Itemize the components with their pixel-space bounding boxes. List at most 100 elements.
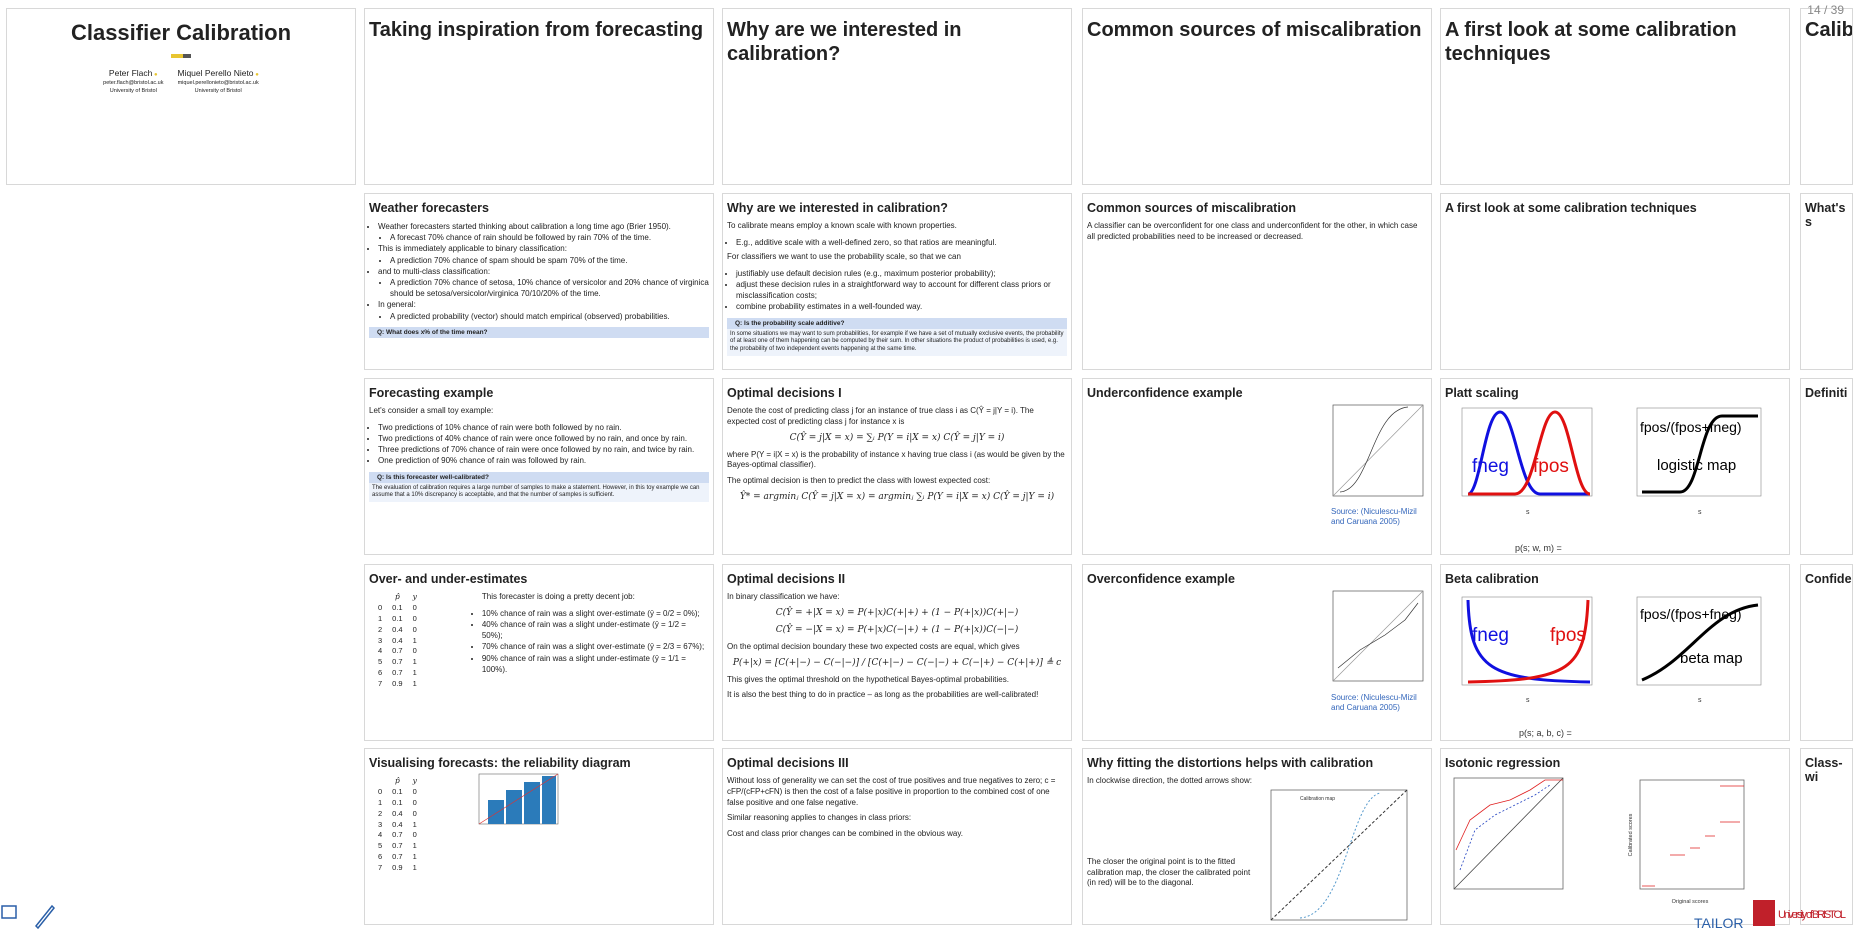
slide-thumbnail[interactable]: What's s — [1800, 193, 1853, 370]
table-row: 0 0.1 0 — [373, 787, 422, 798]
table-cell: 0.7 — [392, 830, 403, 840]
bullet-list: A predicted probability (vector) should … — [378, 311, 709, 322]
paragraph: In clockwise direction, the dotted arrow… — [1087, 776, 1252, 785]
slide-title: Isotonic regression — [1445, 756, 1561, 770]
slide-thumbnail[interactable]: Optimal decisions I Denote the cost of pr… — [722, 378, 1072, 555]
section-title: A first look at some calibration techniq… — [1445, 19, 1737, 65]
table-cell: 1 — [412, 819, 417, 829]
slide-title: Platt scaling — [1445, 386, 1519, 400]
slide-thumbnail[interactable]: Forecasting example Let's consider a smal… — [364, 378, 714, 555]
source: Source: (Niculescu-Mizil and Caruana 200… — [1331, 693, 1417, 713]
box-title: Q: What does x% of the time mean? — [369, 326, 709, 338]
slide-thumbnail[interactable]: Beta calibration — [1440, 564, 1790, 741]
author: Peter Flach peter.flach@bristol.ac.uk Univ… — [103, 68, 163, 94]
header-cell — [373, 776, 387, 787]
table-row: 6 0.7 1 — [373, 668, 422, 679]
slide-thumbnail[interactable]: Weather forecasters Weather forecasters s… — [364, 193, 714, 370]
table-cell: 1 — [412, 863, 417, 872]
paragraph: Similar reasoning applies to changes in … — [727, 813, 912, 823]
slide-thumbnail[interactable]: Platt scaling — [1440, 378, 1790, 555]
table-cell: 0 — [412, 602, 417, 612]
table-cell: 0 — [378, 786, 383, 796]
slide-thumbnail[interactable]: Overconfidence example Source: (Niculescu… — [1082, 564, 1432, 741]
table-cell: 0.9 — [392, 679, 403, 688]
box-title: Q: Is this forecaster well-calibrated? — [369, 471, 709, 483]
slide-thumbnail[interactable]: Class-wi — [1800, 748, 1853, 925]
paragraph: A classifier can be overconfident for on… — [1087, 221, 1418, 241]
bullet: One prediction of 90% chance of rain was… — [378, 455, 709, 466]
slide-thumbnail[interactable]: Isotonic regression — [1440, 748, 1790, 925]
formula: C(Ŷ = −|X = x) = P(+|x)C(−|+) + (1 − P(+… — [775, 624, 1019, 635]
table-row: 7 0.9 1 — [373, 679, 422, 690]
table-cell: 0.4 — [392, 808, 403, 818]
slide-title: What's s — [1805, 201, 1846, 229]
slide-title: Definiti — [1805, 386, 1848, 400]
table-row: 5 0.7 1 — [373, 841, 422, 852]
table-cell: 1 — [412, 657, 417, 667]
bullet-list: Weather forecasters started thinking abo… — [369, 221, 709, 322]
header-cell — [373, 592, 387, 603]
table-cell: 6 — [378, 668, 383, 678]
bullet: Two predictions of 10% chance of rain we… — [378, 422, 709, 433]
slide-thumbnail[interactable]: Optimal decisions II In binary classifica… — [722, 564, 1072, 741]
bullet: Three predictions of 70% chance of rain … — [378, 444, 709, 455]
bullet-list: 10% chance of rain was a slight over-est… — [369, 608, 709, 675]
header-cell: p̂ — [394, 776, 400, 785]
table-header: p̂ y — [373, 592, 422, 603]
table-cell: 0 — [412, 624, 417, 634]
bullet: E.g., additive scale with a well-defined… — [736, 237, 1067, 248]
paragraph: It is also the best thing to do in pract… — [727, 690, 1039, 700]
slide-thumbnail[interactable]: Why are we interested in calibration? To … — [722, 193, 1072, 370]
table-cell: 0.7 — [392, 852, 403, 862]
table-row: 2 0.4 0 — [373, 625, 422, 636]
table-cell: 0.1 — [392, 786, 403, 796]
table-cell: 1 — [412, 841, 417, 851]
paragraph: To calibrate means employ a known scale … — [727, 221, 957, 230]
question-box: Q: What does x% of the time mean? — [369, 326, 709, 338]
table-cell: 4 — [378, 646, 383, 656]
slide-thumbnail[interactable]: Classifier Calibration Peter Flach peter.f… — [6, 8, 356, 185]
slide-thumbnail[interactable]: Over- and under-estimates p̂ y 0 0.1 0 1 0.1 0 2 0… — [364, 564, 714, 741]
table-cell: 0 — [412, 613, 417, 623]
slide-thumbnail[interactable]: Visualising forecasts: the reliability d… — [364, 748, 714, 925]
slide-title: Optimal decisions I — [727, 386, 842, 400]
slide-thumbnail[interactable]: Why fitting the distortions helps with c… — [1082, 748, 1432, 925]
bullet: 90% chance of rain was a slight under-es… — [378, 653, 709, 675]
bullet: combine probability estimates in a well-… — [736, 301, 1067, 312]
slide-thumbnail[interactable]: A first look at some calibration techniq… — [1440, 8, 1790, 185]
bullet: A prediction 70% chance of setosa, 10% c… — [390, 277, 709, 299]
table-cell: 1 — [412, 852, 417, 862]
slide-thumbnail[interactable]: A first look at some calibration techniq… — [1440, 193, 1790, 370]
bullet-list: A prediction 70% chance of setosa, 10% c… — [378, 277, 709, 299]
table-cell: 1 — [378, 613, 383, 623]
slide-title: A first look at some calibration techniq… — [1445, 201, 1697, 215]
box-text: The evaluation of calibration requires a… — [372, 484, 700, 499]
table-row: 1 0.1 0 — [373, 614, 422, 625]
paragraph: The closer the original point is to the … — [1087, 856, 1251, 888]
table-cell: 6 — [378, 852, 383, 862]
slide-title: Overconfidence example — [1087, 572, 1235, 586]
table-cell: 0.4 — [392, 635, 403, 645]
bullet: justifiably use default decision rules (… — [736, 268, 1067, 279]
slide-title: Confider — [1805, 572, 1853, 586]
slide-thumbnail[interactable]: Common sources of miscalibration — [1082, 8, 1432, 185]
slide-thumbnail[interactable]: Underconfidence example Source: (Niculesc… — [1082, 378, 1432, 555]
slide-thumbnail[interactable]: Taking inspiration from forecasting — [364, 8, 714, 185]
slide-thumbnail[interactable]: Why are we interested in calibration? — [722, 8, 1072, 185]
table-cell: 0.7 — [392, 841, 403, 851]
slide-title: Optimal decisions III — [727, 756, 849, 770]
table-cell: 0.4 — [392, 624, 403, 634]
slide-thumbnail[interactable]: Optimal decisions III Without loss of gen… — [722, 748, 1072, 925]
bullet-list: A prediction 70% chance of spam should b… — [378, 255, 709, 266]
bullet: and to multi-class classification:A pred… — [378, 266, 709, 300]
slide-thumbnail[interactable]: Definiti — [1800, 378, 1853, 555]
slide-thumbnail[interactable]: Common sources of miscalibration A classi… — [1082, 193, 1432, 370]
bullet: 40% chance of rain was a slight under-es… — [378, 619, 709, 641]
slide-thumbnail[interactable]: Calib — [1800, 8, 1853, 185]
bullet: A forecast 70% chance of rain should be … — [390, 232, 709, 243]
slide-thumbnail[interactable]: Confider — [1800, 564, 1853, 741]
table-cell: 1 — [412, 679, 417, 688]
table-cell: 2 — [378, 624, 383, 634]
